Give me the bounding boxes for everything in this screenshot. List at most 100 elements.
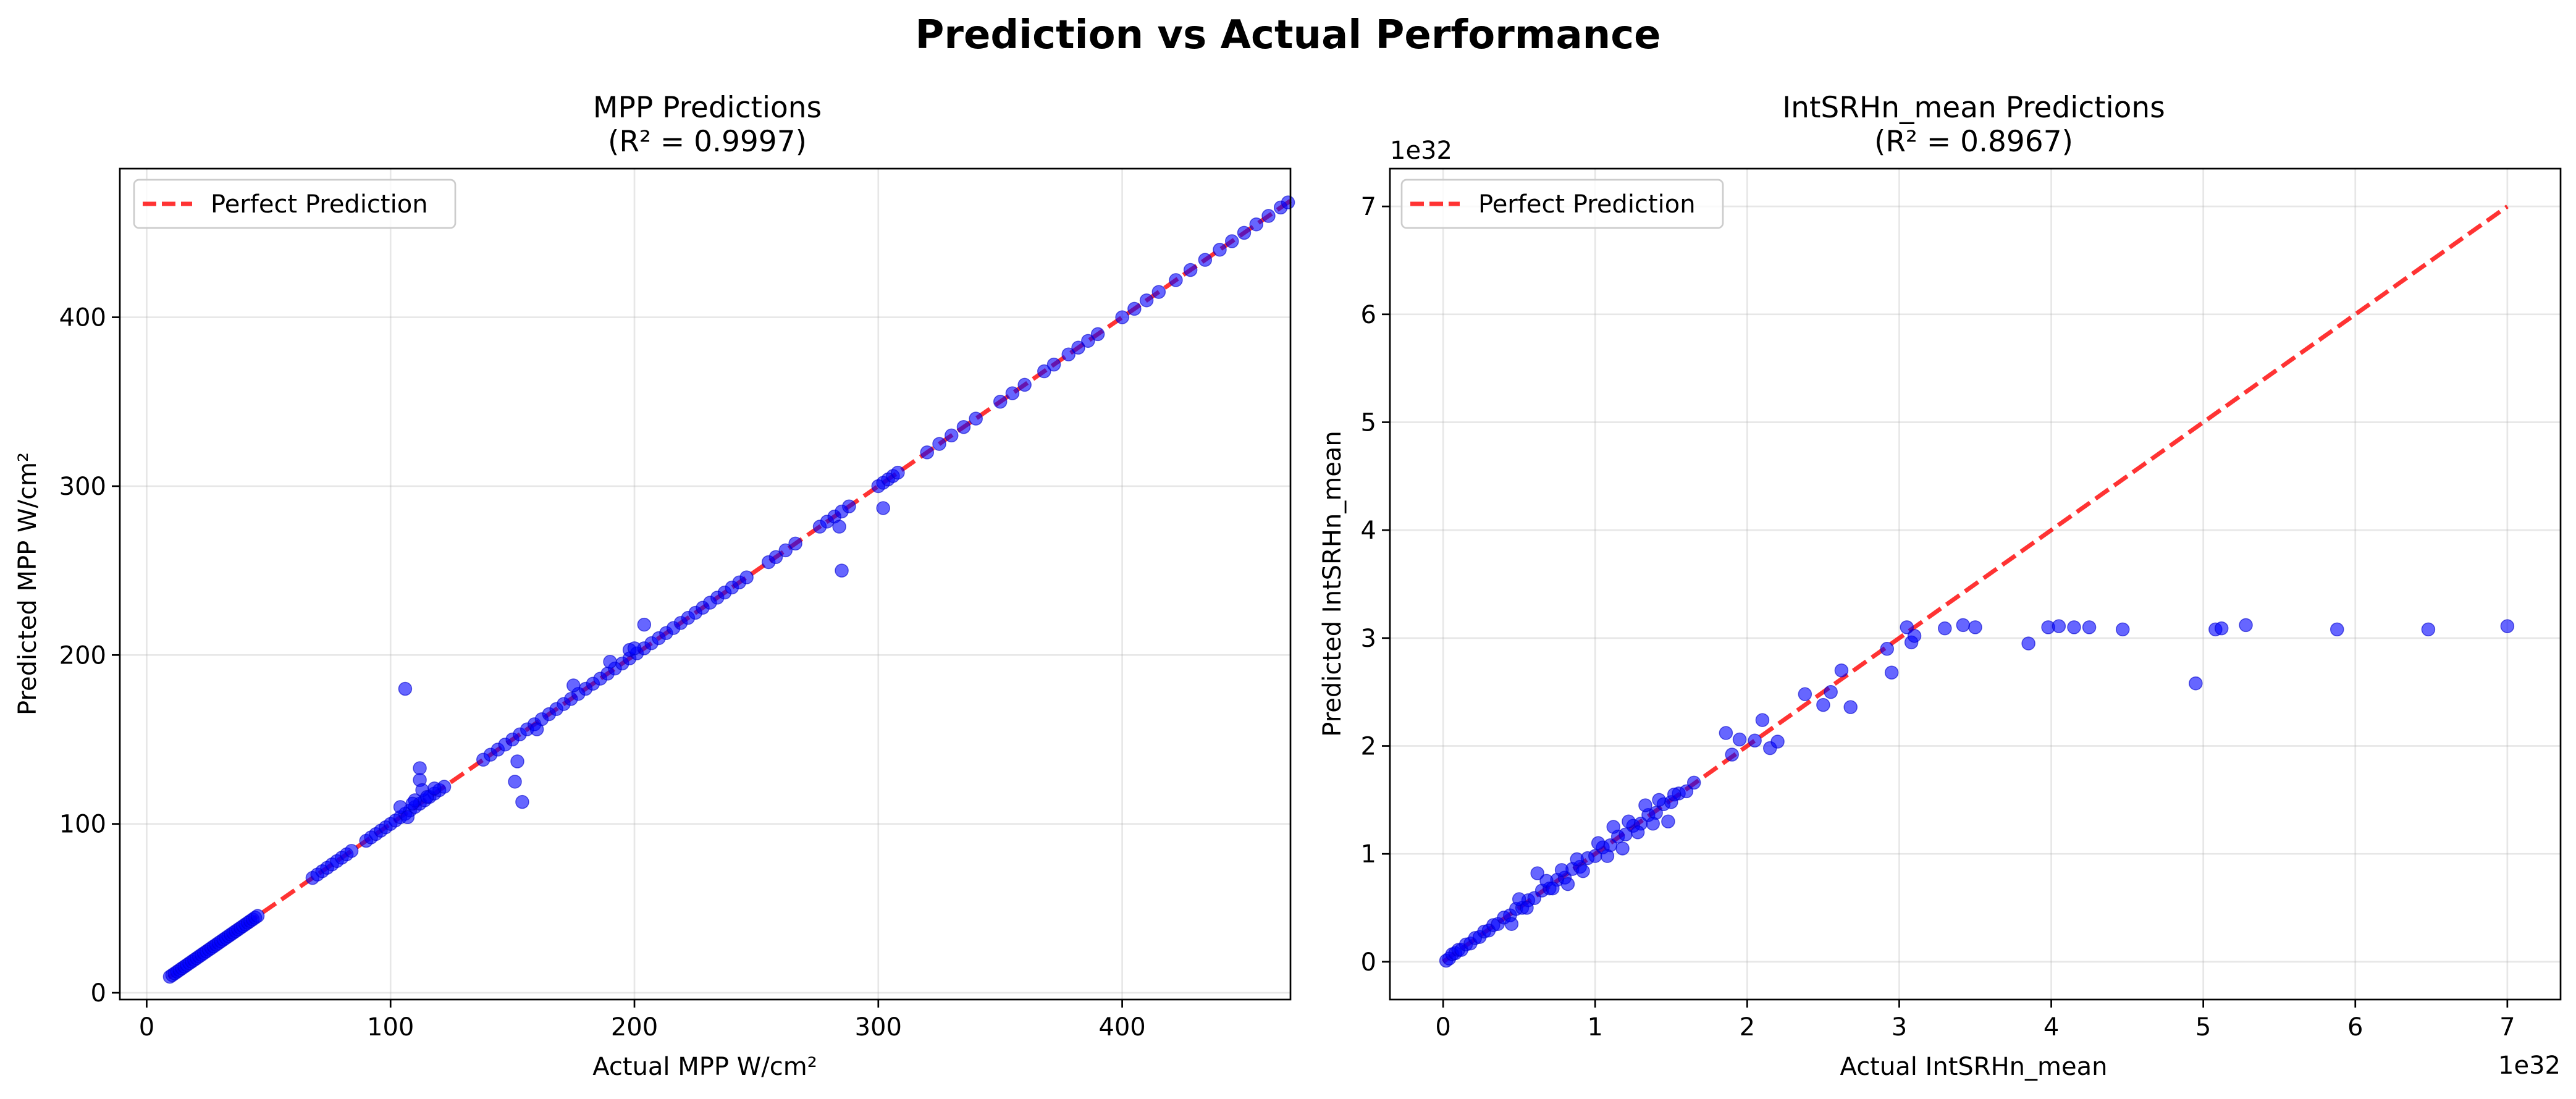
mpp-data-point-113 [891,465,905,480]
mpp-data-point-134 [1198,253,1213,267]
intsrhn-y-tick-label-0: 0 [1361,948,1376,977]
mpp-y-axis-label: Predicted MPP W/cm² [14,452,42,715]
intsrhn-legend-label: Perfect Prediction [1478,190,1696,219]
intsrhn-scatter-points [1439,618,2515,968]
mpp-data-point-127 [1090,327,1105,342]
intsrhn-data-point-52 [1600,849,1615,863]
mpp-data-point-130 [1139,293,1154,308]
intsrhn-data-point-78 [1907,629,1922,643]
mpp-data-point-155 [835,563,849,578]
intsrhn-y-tick-label-1: 1 [1361,840,1376,869]
mpp-axes-title-line1: MPP Predictions [593,91,822,125]
mpp-data-point-118 [969,411,983,426]
intsrhn-data-point-44 [1530,866,1544,880]
intsrhn-axes-title-line1: IntSRHn_mean Predictions [1782,91,2165,125]
mpp-data-point-156 [832,520,846,534]
mpp-data-point-136 [1225,234,1239,248]
mpp-legend-box [133,179,457,229]
intsrhn-data-point-43 [1520,901,1534,915]
intsrhn-y-tick-label-5: 5 [1361,408,1376,437]
mpp-data-point-157 [876,501,890,515]
intsrhn-data-point-61 [1667,787,1682,802]
mpp-x-tick-label-2: 200 [611,1013,658,1042]
mpp-data-point-128 [1115,310,1129,324]
intsrhn-data-point-41 [1504,917,1519,931]
mpp-data-point-103 [788,536,802,551]
intsrhn-legend-box [1400,179,1724,229]
intsrhn-x-tick-label-1: 1 [1588,1013,1603,1042]
mpp-x-tick-label-4: 400 [1098,1013,1145,1042]
intsrhn-data-point-48 [1560,877,1575,891]
mpp-data-point-114 [920,445,935,460]
mpp-y-tick-label-3: 300 [59,473,106,501]
mpp-data-point-141 [1281,195,1295,209]
intsrhn-x-tick-label-5: 5 [2195,1013,2211,1042]
mpp-data-point-132 [1169,273,1183,287]
intsrhn-axes-frame [1389,167,2562,1001]
mpp-legend[interactable]: Perfect Prediction [133,179,457,229]
mpp-data-point-137 [1237,225,1252,240]
intsrhn-data-point-92 [2330,622,2344,637]
intsrhn-data-point-69 [1798,687,1812,701]
intsrhn-data-point-47 [1554,863,1569,877]
mpp-data-point-149 [405,796,419,811]
intsrhn-predictions-axes: IntSRHn_mean Predictions (R² = 0.8967) 0… [1318,91,2562,1081]
intsrhn-data-point-87 [2115,622,2130,637]
intsrhn-data-point-62 [1719,726,1733,740]
intsrhn-data-point-93 [2421,622,2436,637]
mpp-data-point-163 [529,722,544,736]
mpp-y-tick-label-2: 200 [59,641,106,670]
mpp-data-point-116 [944,428,959,443]
intsrhn-data-point-73 [1843,700,1858,714]
mpp-x-ticks: 0 100 200 300 400 [139,1000,1146,1042]
mpp-data-point-151 [427,781,442,796]
mpp-data-point-138 [1249,217,1263,232]
mpp-y-ticks: 0 100 200 300 400 [59,304,120,1008]
mpp-data-point-142 [398,681,413,696]
intsrhn-data-point-64 [1732,732,1747,747]
mpp-data-point-133 [1183,263,1198,277]
intsrhn-data-point-59 [1652,793,1666,807]
intsrhn-data-point-40 [1686,775,1701,790]
mpp-data-point-154 [515,794,529,809]
mpp-data-point-102 [778,543,793,558]
mpp-data-point-121 [1017,377,1032,392]
intsrhn-data-point-68 [1770,735,1785,749]
mpp-y-tick-label-0: 0 [91,979,106,1008]
mpp-data-point-36 [250,909,265,923]
intsrhn-data-point-74 [1880,642,1895,656]
mpp-x-tick-label-3: 300 [855,1013,902,1042]
intsrhn-y-offset-label: 1e32 [1390,137,1452,165]
mpp-x-tick-label-1: 100 [367,1013,414,1042]
mpp-legend-label: Perfect Prediction [211,190,428,219]
intsrhn-y-tick-label-4: 4 [1361,516,1376,545]
intsrhn-data-point-70 [1816,697,1830,712]
intsrhn-legend[interactable]: Perfect Prediction [1400,179,1724,229]
mpp-data-point-126 [1081,334,1095,348]
mpp-data-point-152 [510,754,524,768]
intsrhn-y-tick-label-3: 3 [1361,625,1376,653]
intsrhn-data-point-79 [1938,621,1952,636]
mpp-scatter-points [162,195,1295,984]
intsrhn-data-point-86 [2082,620,2097,634]
intsrhn-data-point-53 [1606,820,1621,834]
intsrhn-x-tick-label-7: 7 [2499,1013,2515,1042]
intsrhn-y-tick-label-6: 6 [1361,301,1376,329]
mpp-axes-title-line2: (R² = 0.9997) [608,125,807,159]
intsrhn-data-point-81 [1968,620,1982,634]
mpp-data-point-122 [1037,364,1051,379]
intsrhn-data-point-60 [1661,814,1675,829]
mpp-data-point-125 [1071,340,1085,355]
mpp-data-point-162 [566,678,581,693]
mpp-x-tick-label-0: 0 [139,1013,154,1042]
intsrhn-data-point-90 [2214,621,2229,636]
intsrhn-x-ticks: 0 1 2 3 4 5 6 7 [1435,1000,2515,1042]
mpp-data-point-45 [344,844,359,858]
mpp-axes-frame [119,167,1292,1001]
intsrhn-x-tick-label-3: 3 [1892,1013,1907,1042]
intsrhn-data-point-82 [2021,636,2035,651]
mpp-grid [120,169,1290,1000]
intsrhn-data-point-75 [1884,665,1899,680]
